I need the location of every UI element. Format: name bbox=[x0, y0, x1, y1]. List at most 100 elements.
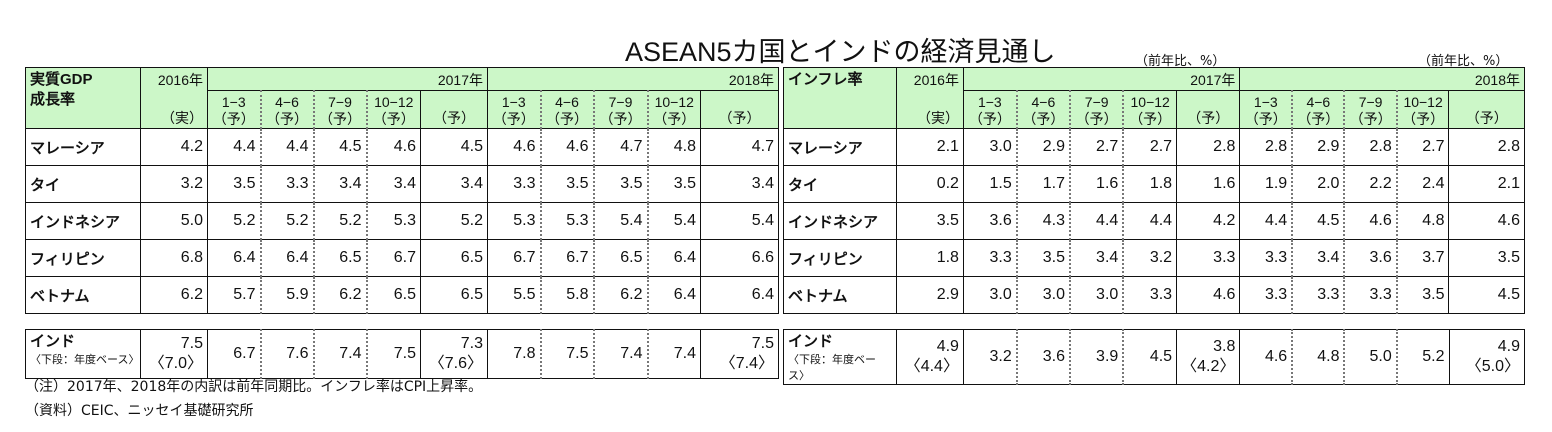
value-cell: 7.8 bbox=[487, 329, 542, 379]
value-cell: 4.9 〈5.0〉 bbox=[1448, 329, 1526, 385]
value-cell: 3.6 bbox=[962, 202, 1018, 240]
value-cell: 4.7 bbox=[593, 128, 649, 166]
value-cell: 2.8 bbox=[1343, 128, 1398, 166]
country-name: マレーシア bbox=[25, 128, 141, 166]
country-name: タイ bbox=[25, 165, 141, 203]
value-cell: 5.7 bbox=[207, 276, 262, 314]
gdp-header-2017: 2017年 bbox=[206, 67, 489, 91]
label-line1: 実質GDP bbox=[30, 71, 93, 88]
cpi-annual-2018: （予） bbox=[1448, 90, 1525, 129]
value-cell: 3.2 bbox=[1122, 239, 1178, 277]
value-cell: 4.6 bbox=[487, 128, 542, 166]
fiscal-value: 〈4.2〉 bbox=[1181, 358, 1236, 375]
table-row: ベトナム 6.2 5.7 5.9 6.2 6.5 6.5 5.5 5.8 6.2 6.4 6.4 bbox=[25, 276, 780, 314]
table-row: ベトナム 2.9 3.0 3.0 3.0 3.3 4.6 3.3 3.3 3.3 3.5 4.5 bbox=[783, 276, 1525, 314]
calendar-value: 7.5 bbox=[751, 335, 774, 352]
value-cell: 4.6 bbox=[1176, 276, 1241, 314]
value-cell: 4.6 bbox=[1448, 202, 1525, 240]
table-row: タイ 0.2 1.5 1.7 1.6 1.8 1.6 1.9 2.0 2.2 2.4 2.1 bbox=[783, 165, 1525, 203]
value-cell: 1.5 bbox=[962, 165, 1018, 203]
gdp-table: 実質GDP 成長率 2016年 （実） 2017年 2018年 1−3 （予） 4… bbox=[25, 67, 780, 314]
value-cell: 6.7 bbox=[540, 239, 595, 277]
value-cell: 3.5 bbox=[1448, 239, 1525, 277]
value-cell: 4.3 bbox=[1016, 202, 1072, 240]
value-cell: 5.8 bbox=[540, 276, 595, 314]
value-cell: 3.3 bbox=[1176, 239, 1241, 277]
calendar-value: 4.9 bbox=[1497, 338, 1520, 355]
gdp-q3-2018: 7−9 （予） bbox=[593, 90, 649, 129]
value-cell: 3.3 bbox=[487, 165, 542, 203]
calendar-value: 7.3 bbox=[460, 335, 483, 352]
gdp-header-2018: 2018年 bbox=[487, 67, 780, 91]
calendar-value: 3.8 bbox=[1213, 338, 1236, 355]
value-cell: 1.7 bbox=[1016, 165, 1072, 203]
value-cell: 6.4 bbox=[647, 276, 702, 314]
value-cell: 3.3 bbox=[1239, 239, 1294, 277]
value-cell: 4.4 bbox=[260, 128, 315, 166]
value-cell: 6.6 bbox=[700, 239, 780, 277]
value-cell: 2.9 bbox=[1016, 128, 1072, 166]
value-cell: 3.0 bbox=[1016, 276, 1072, 314]
value-cell: 4.4 bbox=[1069, 202, 1125, 240]
cpi-header-label: インフレ率 bbox=[783, 67, 897, 129]
cpi-table: インフレ率 2016年 （実） 2017年 2018年 1−3 （予） 4−6 （予… bbox=[783, 67, 1525, 314]
value-cell: 5.2 bbox=[419, 202, 489, 240]
value-cell: 3.5 bbox=[895, 202, 964, 240]
value-cell: 6.8 bbox=[140, 239, 208, 277]
gdp-q1-2018: 1−3 （予） bbox=[487, 90, 542, 129]
value-cell: 6.7 bbox=[366, 239, 421, 277]
value-cell: 3.2 bbox=[962, 329, 1018, 385]
gdp-annual-2017: （予） bbox=[419, 90, 489, 129]
india-label: インド bbox=[30, 333, 76, 350]
value-cell: 5.2 bbox=[1396, 329, 1450, 385]
value-cell: 7.5 bbox=[366, 329, 421, 379]
cpi-annual-2017: （予） bbox=[1176, 90, 1241, 129]
value-cell: 3.9 bbox=[1069, 329, 1125, 385]
actual-note: （実） bbox=[916, 110, 959, 126]
cpi-q1-2018: 1−3 （予） bbox=[1239, 90, 1294, 129]
value-cell: 2.7 bbox=[1396, 128, 1450, 166]
gdp-q2-2017: 4−6 （予） bbox=[260, 90, 315, 129]
value-cell: 3.3 bbox=[1239, 276, 1294, 314]
value-cell: 1.9 bbox=[1239, 165, 1294, 203]
value-cell: 1.8 bbox=[895, 239, 964, 277]
value-cell: 3.5 bbox=[593, 165, 649, 203]
value-cell: 0.2 bbox=[895, 165, 964, 203]
cpi-q3-2017: 7−9 （予） bbox=[1069, 90, 1125, 129]
value-cell: 2.7 bbox=[1069, 128, 1125, 166]
value-cell: 2.1 bbox=[1448, 165, 1525, 203]
value-cell: 4.5 bbox=[419, 128, 489, 166]
value-cell: 7.5 〈7.0〉 bbox=[140, 329, 208, 379]
value-cell: 2.8 bbox=[1176, 128, 1241, 166]
value-cell: 4.5 bbox=[1291, 202, 1346, 240]
year-2016: 2016年 bbox=[913, 72, 959, 88]
value-cell: 4.6 bbox=[1343, 202, 1398, 240]
value-cell: 5.2 bbox=[313, 202, 368, 240]
value-cell: 4.7 bbox=[700, 128, 780, 166]
value-cell: 5.4 bbox=[700, 202, 780, 240]
table-row: フィリピン 1.8 3.3 3.5 3.4 3.2 3.3 3.3 3.4 3.6 3.7 3.5 bbox=[783, 239, 1525, 277]
value-cell: 2.4 bbox=[1396, 165, 1450, 203]
value-cell: 2.0 bbox=[1291, 165, 1346, 203]
value-cell: 3.6 bbox=[1016, 329, 1072, 385]
value-cell: 3.4 bbox=[1291, 239, 1346, 277]
value-cell: 3.0 bbox=[962, 128, 1018, 166]
value-cell: 4.8 bbox=[1291, 329, 1346, 385]
value-cell: 7.4 bbox=[313, 329, 368, 379]
value-cell: 2.7 bbox=[1122, 128, 1178, 166]
value-cell: 5.4 bbox=[593, 202, 649, 240]
country-name: インド 〈下段：年度ベース〉 bbox=[25, 329, 141, 379]
fiscal-value: 〈7.4〉 bbox=[719, 355, 774, 372]
value-cell: 4.4 bbox=[207, 128, 262, 166]
value-cell: 7.3 〈7.6〉 bbox=[420, 329, 488, 379]
cpi-q4-2017: 10−12 （予） bbox=[1122, 90, 1178, 129]
value-cell: 6.4 bbox=[207, 239, 262, 277]
cpi-header-2017: 2017年 bbox=[962, 67, 1241, 91]
value-cell: 5.3 bbox=[366, 202, 421, 240]
year-2016: 2016年 bbox=[157, 72, 203, 88]
value-cell: 5.4 bbox=[647, 202, 702, 240]
gdp-q4-2018: 10−12 （予） bbox=[647, 90, 702, 129]
value-cell: 3.4 bbox=[700, 165, 780, 203]
value-cell: 4.8 bbox=[1396, 202, 1450, 240]
cpi-header-2018: 2018年 bbox=[1239, 67, 1525, 91]
